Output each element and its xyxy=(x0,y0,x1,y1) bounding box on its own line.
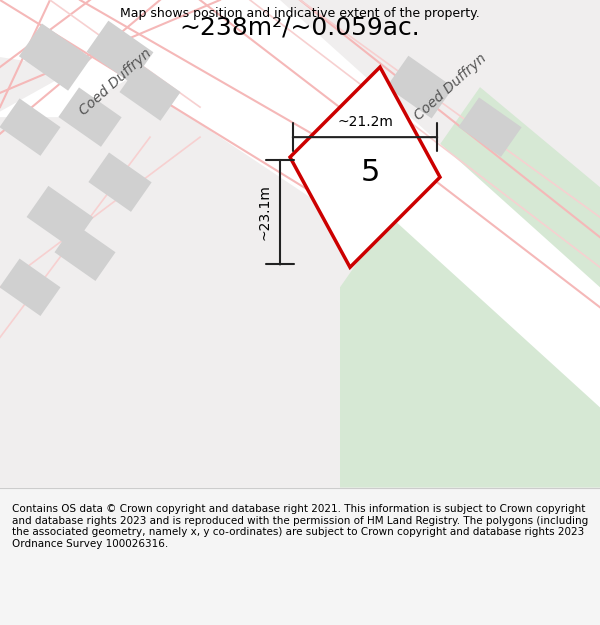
Polygon shape xyxy=(55,224,116,281)
Text: 5: 5 xyxy=(361,158,380,187)
Text: Coed Duffryn: Coed Duffryn xyxy=(76,46,154,118)
Text: ~21.2m: ~21.2m xyxy=(337,115,393,129)
Polygon shape xyxy=(340,87,600,488)
Polygon shape xyxy=(0,259,61,316)
Polygon shape xyxy=(119,63,181,121)
Polygon shape xyxy=(19,23,91,91)
Text: ~238m²/~0.059ac.: ~238m²/~0.059ac. xyxy=(179,15,421,39)
Polygon shape xyxy=(0,98,61,156)
Polygon shape xyxy=(26,186,94,249)
Text: ~23.1m: ~23.1m xyxy=(258,184,272,240)
Polygon shape xyxy=(58,88,122,147)
Polygon shape xyxy=(0,0,340,217)
Text: Contains OS data © Crown copyright and database right 2021. This information is : Contains OS data © Crown copyright and d… xyxy=(12,504,588,549)
Polygon shape xyxy=(88,152,152,212)
Text: Coed Duffryn: Coed Duffryn xyxy=(411,51,489,123)
Polygon shape xyxy=(290,67,440,268)
Polygon shape xyxy=(0,0,270,117)
Polygon shape xyxy=(100,0,600,408)
Text: Map shows position and indicative extent of the property.: Map shows position and indicative extent… xyxy=(120,7,480,20)
Polygon shape xyxy=(86,21,154,83)
Polygon shape xyxy=(386,56,454,119)
Polygon shape xyxy=(458,98,521,157)
